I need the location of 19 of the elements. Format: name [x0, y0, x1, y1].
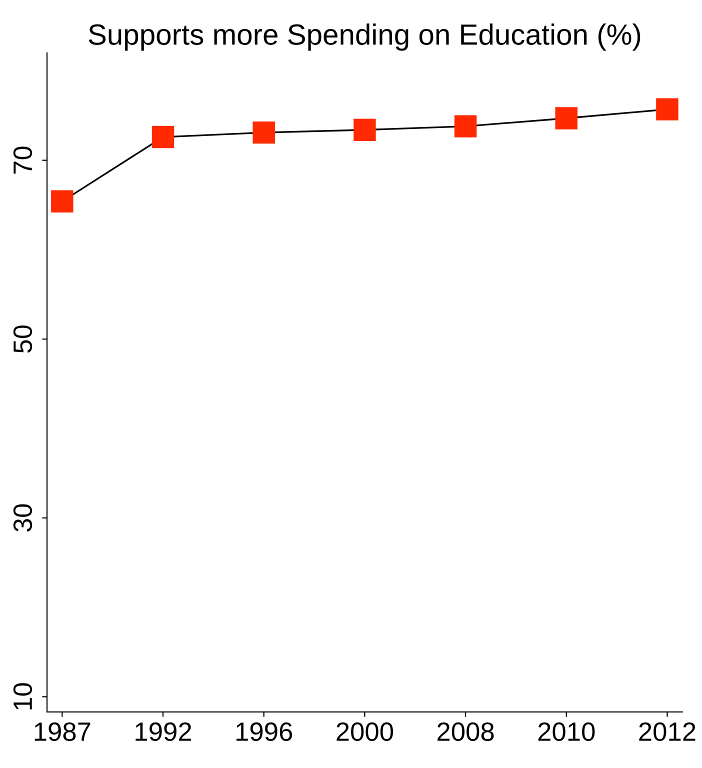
- x-tick-label: 2012: [639, 722, 696, 742]
- y-tick-label: 30: [13, 504, 32, 532]
- y-tick-label: 70: [13, 146, 32, 174]
- point: [252, 121, 275, 144]
- chart-title: Supports more Spending on Education (%): [88, 24, 640, 51]
- x-tick-label: 2010: [538, 722, 595, 742]
- x-tick-label: 1996: [236, 722, 292, 742]
- x-tick-label: 2008: [438, 722, 494, 742]
- point: [656, 98, 678, 120]
- x-tick-label: 2000: [336, 722, 394, 742]
- y-tick-label: 50: [13, 325, 32, 353]
- point: [555, 107, 578, 130]
- y-tick-label: 10: [13, 683, 32, 710]
- point: [354, 118, 376, 141]
- x-tick-label: 1992: [136, 722, 192, 742]
- point: [51, 190, 74, 213]
- point: [454, 115, 477, 138]
- point: [152, 126, 174, 148]
- x-tick-label: 1987: [34, 722, 90, 742]
